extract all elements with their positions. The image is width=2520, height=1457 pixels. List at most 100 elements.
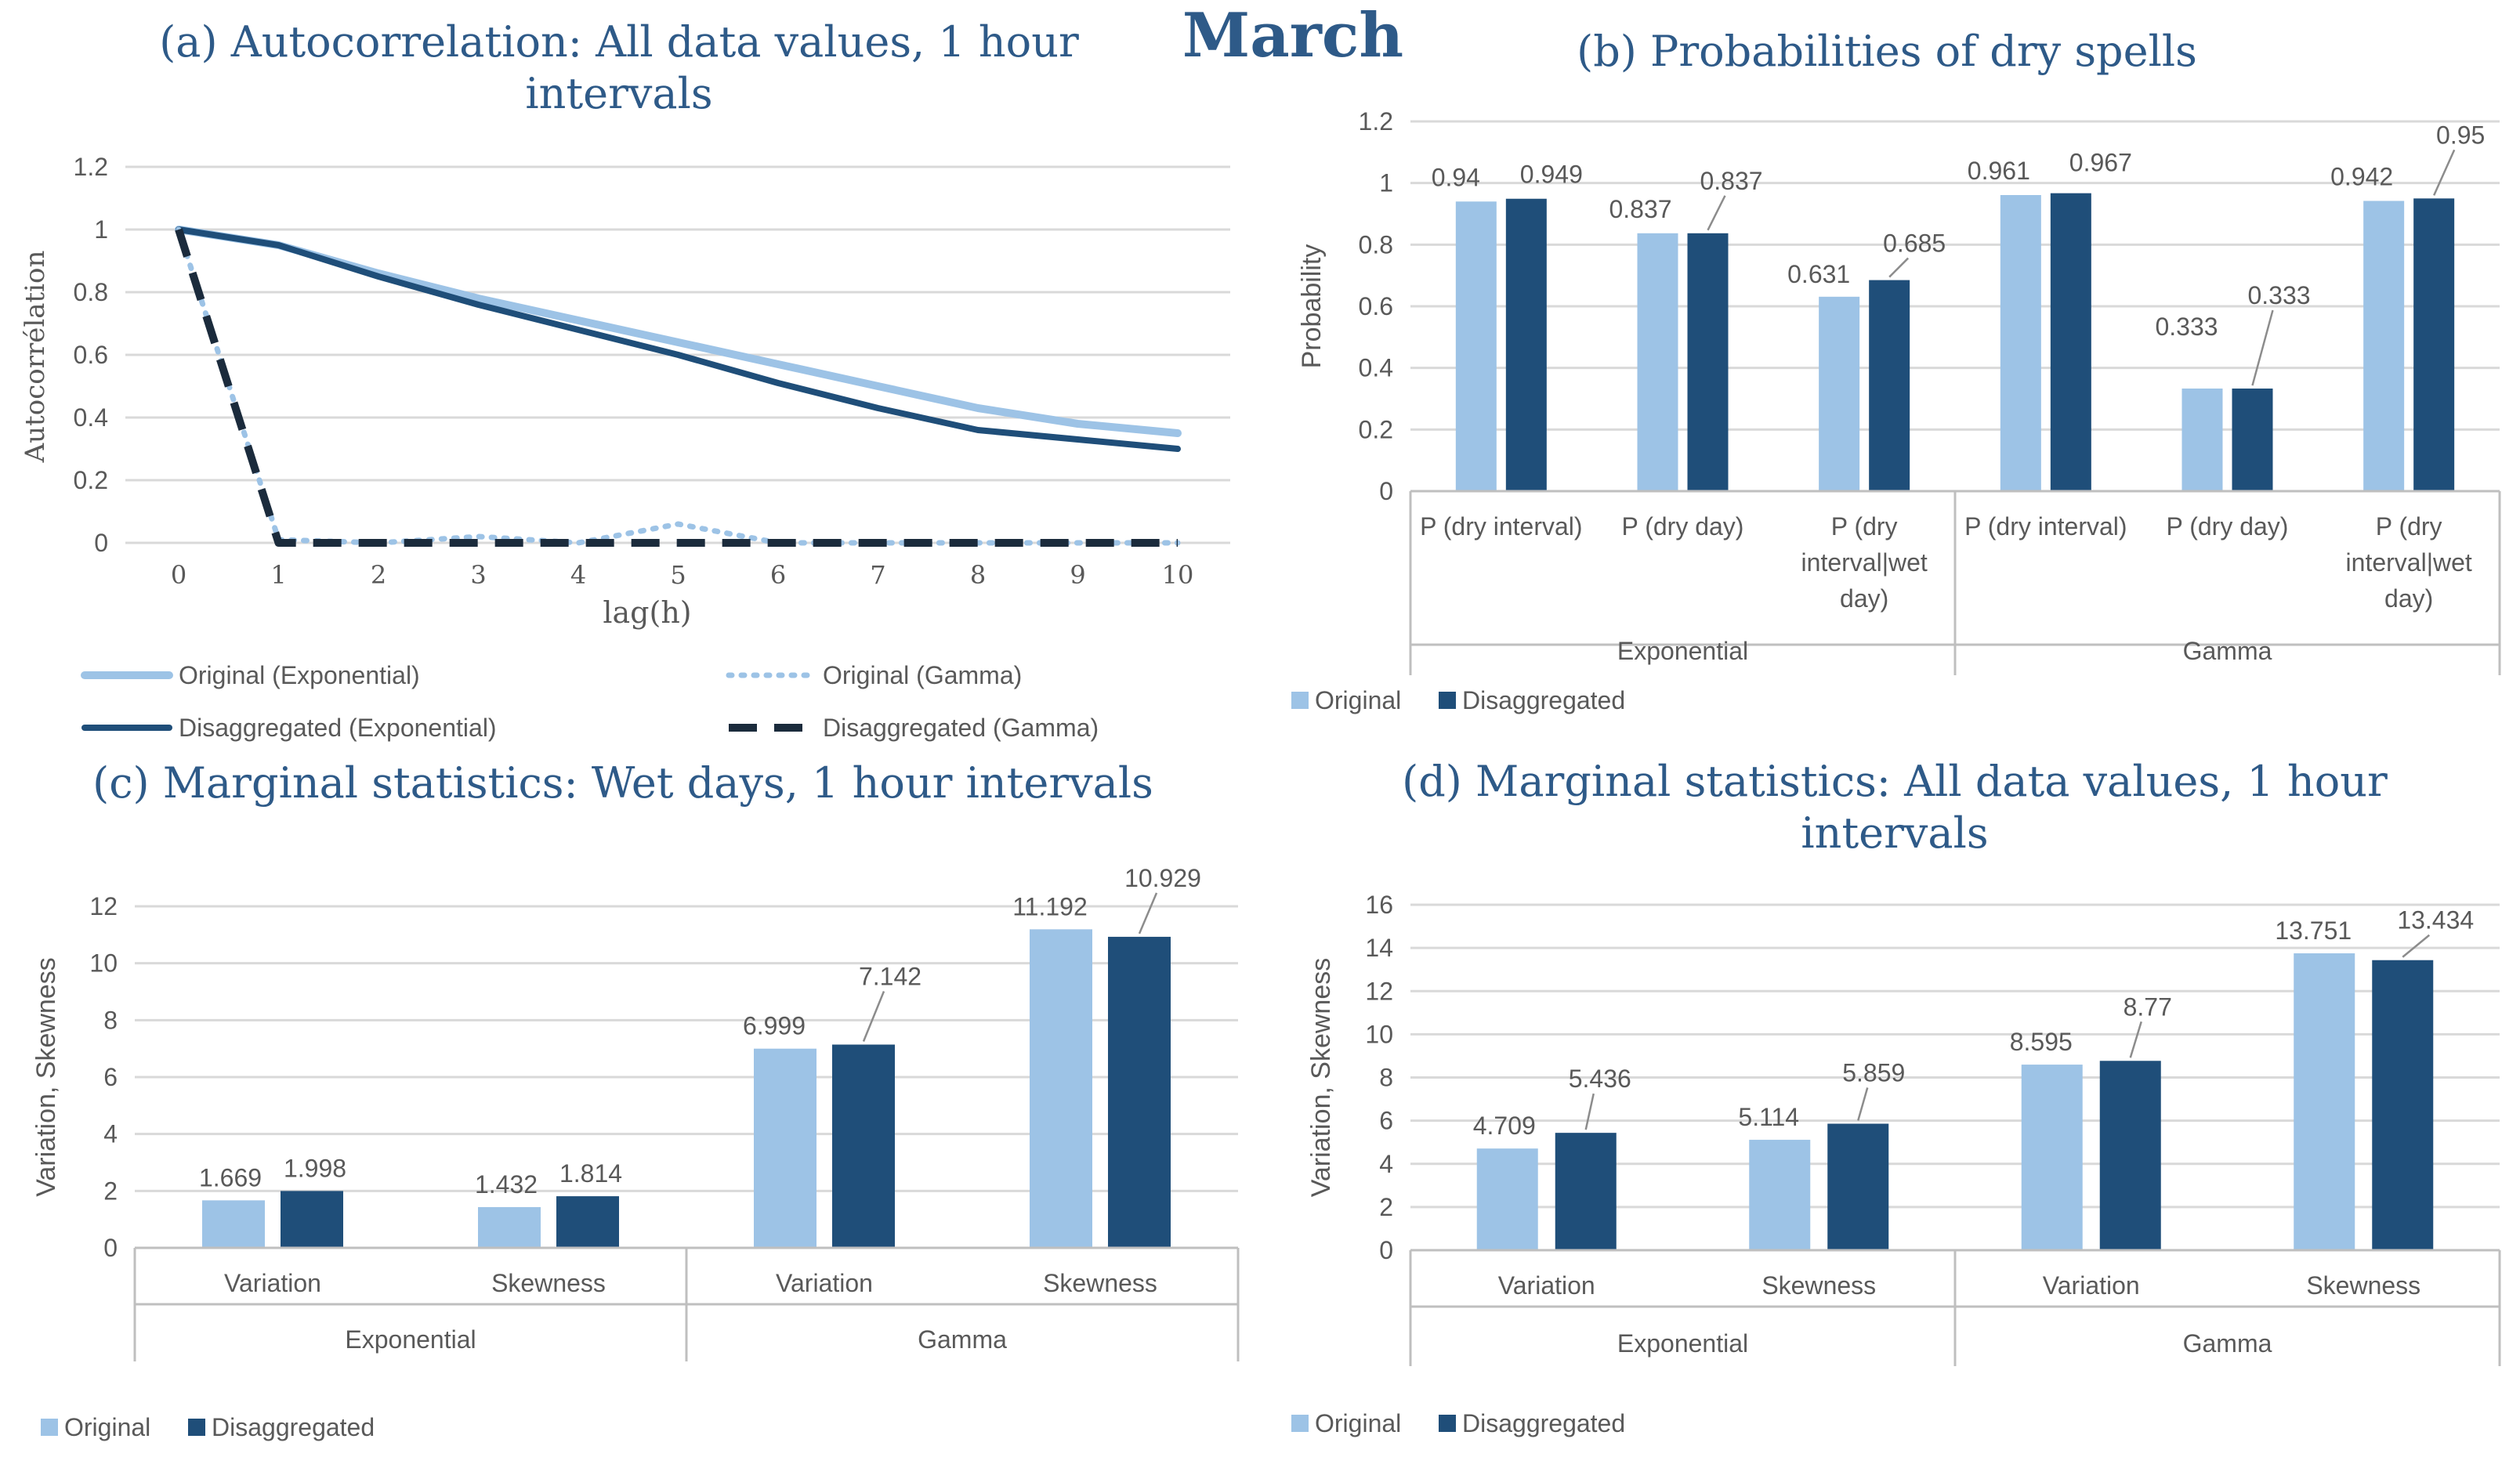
chart-title: intervals [525,69,712,118]
y-tick-label: 10 [1365,1020,1393,1048]
data-label: 4.709 [1473,1112,1536,1140]
chart-b-dry-spells: (b) Probabilities of dry spells 0 0.2 0.4 0.… [1291,27,2501,714]
leader-line [2433,149,2456,196]
data-label: 8.77 [2124,992,2172,1021]
y-tick-label: 16 [1365,891,1393,919]
series-line-disaggregated-gamma [175,228,1178,547]
category-label: Variation [1498,1271,1595,1300]
legend-swatch [188,1419,205,1436]
bar-original [1455,201,1497,491]
category-label: P (dry [1831,512,1898,540]
legend-label: Original [64,1413,150,1441]
bar-original [1637,233,1678,491]
group-label: Gamma [2183,637,2272,665]
bar-original [754,1048,816,1248]
chart-d-all-data: (d) Marginal statistics: All data values… [1291,757,2501,1437]
group-label: Gamma [2183,1329,2272,1358]
y-tick-label: 0.8 [74,278,108,306]
y-tick-label: 1.2 [1359,107,1393,136]
y-axis-label: Variation, Skewness [1306,958,1336,1198]
y-tick-label: 0.4 [1359,354,1393,382]
legend-label: Original [1315,686,1401,714]
legend-label: Disaggregated (Gamma) [823,714,1099,742]
legend-swatch [1439,1415,1456,1432]
data-label: 10.929 [1124,864,1201,892]
x-tick-label: 7 [870,560,885,590]
legend-label: Original [1315,1409,1401,1437]
y-axis-label: Autocorrélation [20,251,51,464]
group-label: Exponential [1617,1329,1748,1358]
y-tick-label: 8 [1379,1064,1393,1092]
category-label: Skewness [1043,1269,1157,1297]
group-label: Exponential [1617,637,1748,665]
bar-original [2000,195,2041,492]
data-label: 0.837 [1700,167,1762,195]
bar-original [1819,296,1860,491]
y-tick-label: 8 [103,1006,118,1034]
data-label: 0.837 [1609,195,1671,223]
bar-disaggregated [2050,193,2091,491]
y-axis-label: Variation, Skewness [31,957,61,1197]
leader-line [1707,195,1726,231]
data-label: 8.595 [2010,1028,2073,1056]
data-label: 5.436 [1569,1065,1631,1093]
category-label: P (dry day) [1622,512,1744,540]
chart-title: (d) Marginal statistics: All data values… [1402,757,2388,806]
category-label: P (dry [2376,512,2442,540]
data-label: 6.999 [743,1012,806,1040]
data-label: 0.685 [1883,230,1946,258]
bar-original [2294,953,2355,1250]
leader-line [1138,892,1158,935]
data-label: 0.94 [1432,163,1480,191]
x-tick-label: 3 [470,560,486,590]
y-tick-label: 0 [1379,1236,1393,1264]
bar-disaggregated [2232,389,2273,491]
data-label: 1.998 [284,1154,346,1182]
category-label: P (dry interval) [1420,512,1582,540]
leader-line [2402,934,2431,958]
category-label: interval|wet [1801,548,1928,577]
data-label: 13.751 [2275,916,2352,945]
data-label: 1.814 [559,1159,622,1188]
bar-disaggregated [1827,1123,1889,1250]
chart-title: (c) Marginal statistics: Wet days, 1 hou… [92,758,1153,808]
legend-swatch [1439,692,1456,709]
group-label: Exponential [345,1325,476,1354]
y-tick-label: 1 [94,215,108,244]
bar-disaggregated [556,1196,619,1248]
bar-disaggregated [1869,280,1910,491]
y-tick-label: 0 [103,1234,118,1262]
leader-line [2129,1021,2142,1058]
bar-disaggregated [281,1191,343,1248]
y-tick-label: 0.6 [1359,292,1393,320]
legend-swatch [1291,1415,1309,1432]
data-label: 7.142 [859,963,921,991]
x-tick-label: 5 [670,560,686,590]
legend-label: Disaggregated [1462,1409,1625,1437]
x-tick-label: 4 [570,560,586,590]
x-tick-label: 6 [770,560,786,590]
data-label: 0.949 [1520,161,1583,189]
category-label: P (dry day) [2167,512,2289,540]
y-axis-label: Probability [1297,244,1327,369]
x-axis-label: lag(h) [603,595,691,630]
y-tick-label: 6 [103,1063,118,1091]
bar-original [2181,389,2223,491]
category-label: Variation [776,1269,873,1297]
data-label: 0.333 [2247,281,2310,309]
y-tick-label: 6 [1379,1107,1393,1135]
group-label: Gamma [918,1325,1007,1354]
y-tick-label: 4 [1379,1150,1393,1178]
bar-disaggregated [1108,936,1171,1248]
y-tick-label: 1.2 [74,153,108,181]
bar-original [478,1206,541,1248]
data-label: 0.961 [1968,157,2030,185]
bar-disaggregated [2099,1061,2161,1250]
y-tick-label: 12 [89,892,118,920]
y-tick-label: 0 [94,529,108,557]
data-label: 0.333 [2155,313,2218,341]
y-tick-label: 0.6 [74,341,108,369]
y-tick-label: 14 [1365,934,1393,962]
legend-label: Disaggregated (Exponential) [179,714,497,742]
